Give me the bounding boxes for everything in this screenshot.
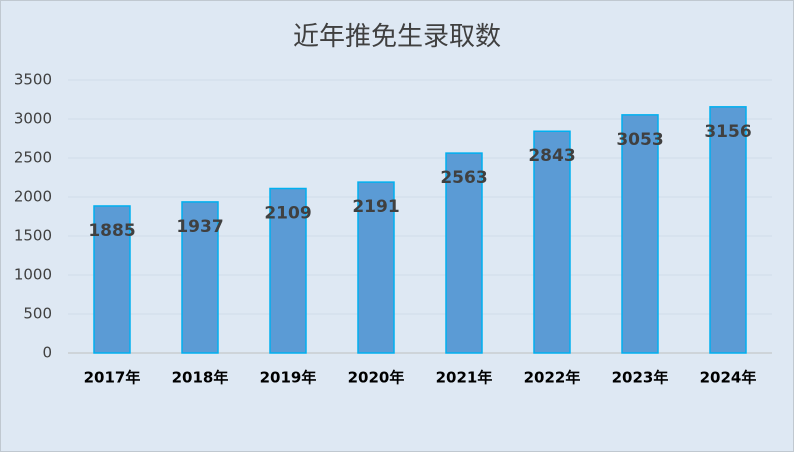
x-tick-label: 2021年 (436, 369, 493, 387)
y-tick-label: 3500 (14, 71, 52, 89)
x-tick-label: 2017年 (84, 369, 141, 387)
y-tick-label: 1500 (14, 227, 52, 245)
bar (357, 181, 395, 354)
data-label: 3053 (616, 130, 663, 150)
y-tick-label: 2500 (14, 149, 52, 167)
x-tick-label: 2024年 (700, 369, 757, 387)
bar (93, 205, 131, 354)
bar (445, 152, 483, 354)
bar (181, 201, 219, 354)
data-label: 1937 (176, 217, 223, 237)
x-tick-label: 2019年 (260, 369, 317, 387)
data-label: 2843 (528, 146, 575, 166)
bar (533, 130, 571, 354)
data-label: 2109 (264, 203, 311, 223)
data-label: 1885 (88, 221, 135, 241)
bar (709, 106, 747, 354)
bar (269, 187, 307, 354)
chart-title: 近年推免生录取数 (293, 22, 501, 52)
y-tick-label: 0 (42, 344, 52, 362)
data-label: 3156 (704, 122, 751, 142)
y-tick-label: 1000 (14, 266, 52, 284)
y-tick-label: 3000 (14, 110, 52, 128)
bar (621, 114, 659, 354)
x-tick-label: 2018年 (172, 369, 229, 387)
x-tick-label: 2023年 (612, 369, 669, 387)
y-tick-label: 2000 (14, 188, 52, 206)
y-tick-label: 500 (23, 305, 52, 323)
x-tick-label: 2020年 (348, 369, 405, 387)
data-label: 2191 (352, 197, 399, 217)
x-tick-label: 2022年 (524, 369, 581, 387)
data-label: 2563 (440, 168, 487, 188)
